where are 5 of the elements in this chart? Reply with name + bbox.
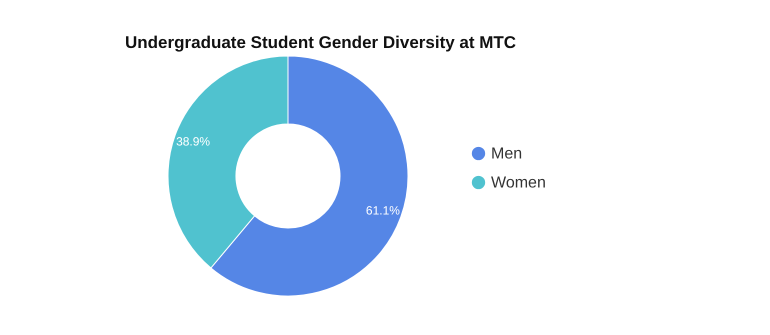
legend-label: Men bbox=[491, 146, 522, 162]
data-label: 61.1% bbox=[366, 204, 400, 218]
chart-title: Undergraduate Student Gender Diversity at MTC bbox=[125, 33, 516, 52]
data-label: 38.9% bbox=[176, 134, 210, 148]
legend-label: Women bbox=[491, 174, 546, 192]
